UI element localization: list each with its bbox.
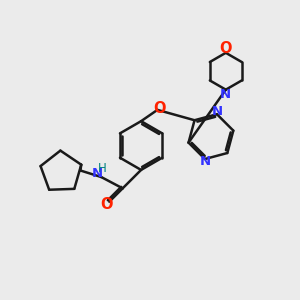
Text: H: H bbox=[98, 162, 106, 175]
Text: N: N bbox=[220, 88, 231, 100]
Text: N: N bbox=[200, 155, 211, 169]
Text: N: N bbox=[92, 167, 103, 180]
Text: N: N bbox=[212, 105, 223, 119]
Text: O: O bbox=[154, 101, 166, 116]
Text: O: O bbox=[220, 41, 232, 56]
Text: O: O bbox=[101, 197, 113, 212]
